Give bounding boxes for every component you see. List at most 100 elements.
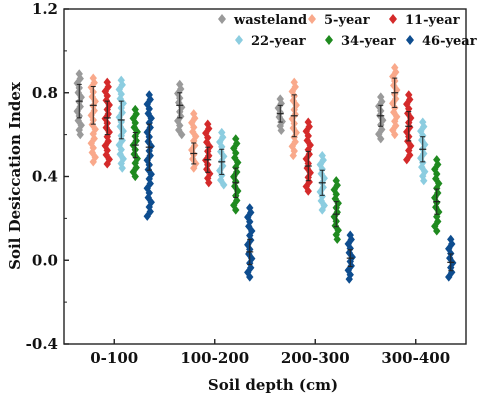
data-point bbox=[393, 112, 401, 122]
data-point bbox=[277, 125, 285, 136]
point-group-22-year-300-400 bbox=[417, 117, 429, 186]
point-group-5-year-300-400 bbox=[389, 63, 401, 140]
data-point bbox=[407, 113, 415, 123]
y-tick-label: 0.8 bbox=[32, 84, 58, 102]
legend-item-34-year: 34-year bbox=[325, 34, 396, 49]
x-tick-label: 300-400 bbox=[381, 349, 450, 367]
y-tick-label: 1.2 bbox=[32, 0, 58, 18]
point-group-5-year-0-100 bbox=[87, 73, 99, 167]
data-point bbox=[291, 109, 299, 119]
data-point bbox=[288, 114, 296, 124]
data-point bbox=[405, 90, 413, 100]
data-point bbox=[345, 274, 353, 284]
point-group-5-year-100-200 bbox=[188, 109, 200, 173]
point-group-wasteland-200-300 bbox=[274, 94, 286, 136]
point-group-22-year-100-200 bbox=[216, 127, 228, 190]
data-point bbox=[433, 226, 441, 236]
legend-item-wasteland: wasteland bbox=[218, 13, 307, 28]
point-group-46-year-200-300 bbox=[344, 230, 356, 284]
point-group-22-year-200-300 bbox=[316, 150, 328, 215]
legend-marker bbox=[235, 35, 243, 45]
plot-frame bbox=[63, 8, 467, 345]
data-point bbox=[391, 130, 399, 140]
point-group-34-year-100-200 bbox=[230, 134, 242, 215]
legend-label: 22-year bbox=[251, 34, 306, 49]
data-point bbox=[232, 205, 240, 215]
data-point bbox=[420, 176, 428, 186]
data-point bbox=[318, 205, 326, 215]
x-tick-label: 0-100 bbox=[90, 349, 138, 367]
data-point bbox=[377, 134, 385, 144]
data-point bbox=[389, 71, 397, 82]
data-point bbox=[144, 108, 152, 119]
legend-label: 46-year bbox=[422, 34, 477, 49]
legend-marker bbox=[389, 14, 397, 24]
data-point bbox=[377, 92, 385, 102]
point-group-wasteland-0-100 bbox=[73, 69, 85, 140]
point-group-11-year-300-400 bbox=[403, 90, 415, 165]
point-group-11-year-0-100 bbox=[101, 77, 113, 169]
data-point bbox=[190, 163, 198, 173]
data-point bbox=[131, 171, 139, 182]
data-point bbox=[103, 159, 111, 169]
data-point bbox=[246, 272, 254, 282]
data-point bbox=[205, 178, 213, 188]
legend-item-11-year: 11-year bbox=[389, 13, 460, 28]
data-point bbox=[276, 94, 284, 104]
data-point bbox=[445, 272, 453, 282]
data-point bbox=[174, 116, 182, 126]
data-point bbox=[289, 96, 297, 106]
point-group-34-year-200-300 bbox=[330, 176, 342, 244]
data-point bbox=[403, 99, 411, 109]
data-point bbox=[89, 157, 97, 167]
data-point bbox=[292, 100, 300, 110]
y-tick-label: 0.0 bbox=[32, 251, 58, 269]
data-point bbox=[143, 211, 151, 221]
point-group-34-year-0-100 bbox=[129, 104, 141, 182]
legend-marker bbox=[406, 35, 414, 45]
point-group-46-year-300-400 bbox=[445, 234, 457, 282]
legend-label: 11-year bbox=[405, 13, 460, 28]
data-point bbox=[190, 109, 198, 119]
point-group-11-year-200-300 bbox=[302, 117, 314, 196]
data-point bbox=[129, 113, 137, 124]
y-tick-label: -0.4 bbox=[26, 335, 58, 353]
legend-item-5-year: 5-year bbox=[308, 13, 370, 28]
data-point bbox=[403, 155, 411, 165]
data-point bbox=[145, 90, 153, 100]
data-point bbox=[290, 77, 298, 87]
legend-label: wasteland bbox=[233, 13, 307, 28]
point-group-11-year-100-200 bbox=[202, 119, 214, 188]
point-group-wasteland-300-400 bbox=[375, 92, 387, 144]
point-group-34-year-300-400 bbox=[431, 155, 443, 236]
point-group-wasteland-100-200 bbox=[174, 79, 186, 140]
point-group-46-year-0-100 bbox=[143, 90, 155, 221]
data-point bbox=[346, 270, 354, 280]
data-point bbox=[220, 180, 228, 190]
point-group-22-year-0-100 bbox=[115, 75, 127, 173]
legend-label: 34-year bbox=[341, 34, 396, 49]
data-point bbox=[275, 112, 283, 122]
legend-marker bbox=[218, 14, 226, 24]
x-axis-label: Soil depth (cm) bbox=[208, 376, 338, 394]
point-group-5-year-200-300 bbox=[288, 77, 300, 161]
legend-item-22-year: 22-year bbox=[235, 34, 306, 49]
y-axis-label: Soil Desiccation Index bbox=[6, 81, 24, 270]
data-point bbox=[344, 265, 352, 275]
data-point bbox=[178, 130, 186, 140]
data-point bbox=[131, 104, 139, 115]
data-point bbox=[419, 117, 427, 127]
legend-marker bbox=[325, 35, 333, 45]
data-point bbox=[247, 263, 255, 273]
data-point bbox=[288, 86, 296, 97]
legend-label: 5-year bbox=[324, 13, 370, 28]
x-tick-label: 100-200 bbox=[180, 349, 249, 367]
data-point bbox=[375, 101, 383, 111]
data-point bbox=[289, 150, 297, 161]
legend-item-46-year: 46-year bbox=[406, 34, 477, 49]
data-point bbox=[291, 82, 299, 92]
x-tick-label: 200-300 bbox=[281, 349, 350, 367]
legend-marker bbox=[308, 14, 316, 24]
